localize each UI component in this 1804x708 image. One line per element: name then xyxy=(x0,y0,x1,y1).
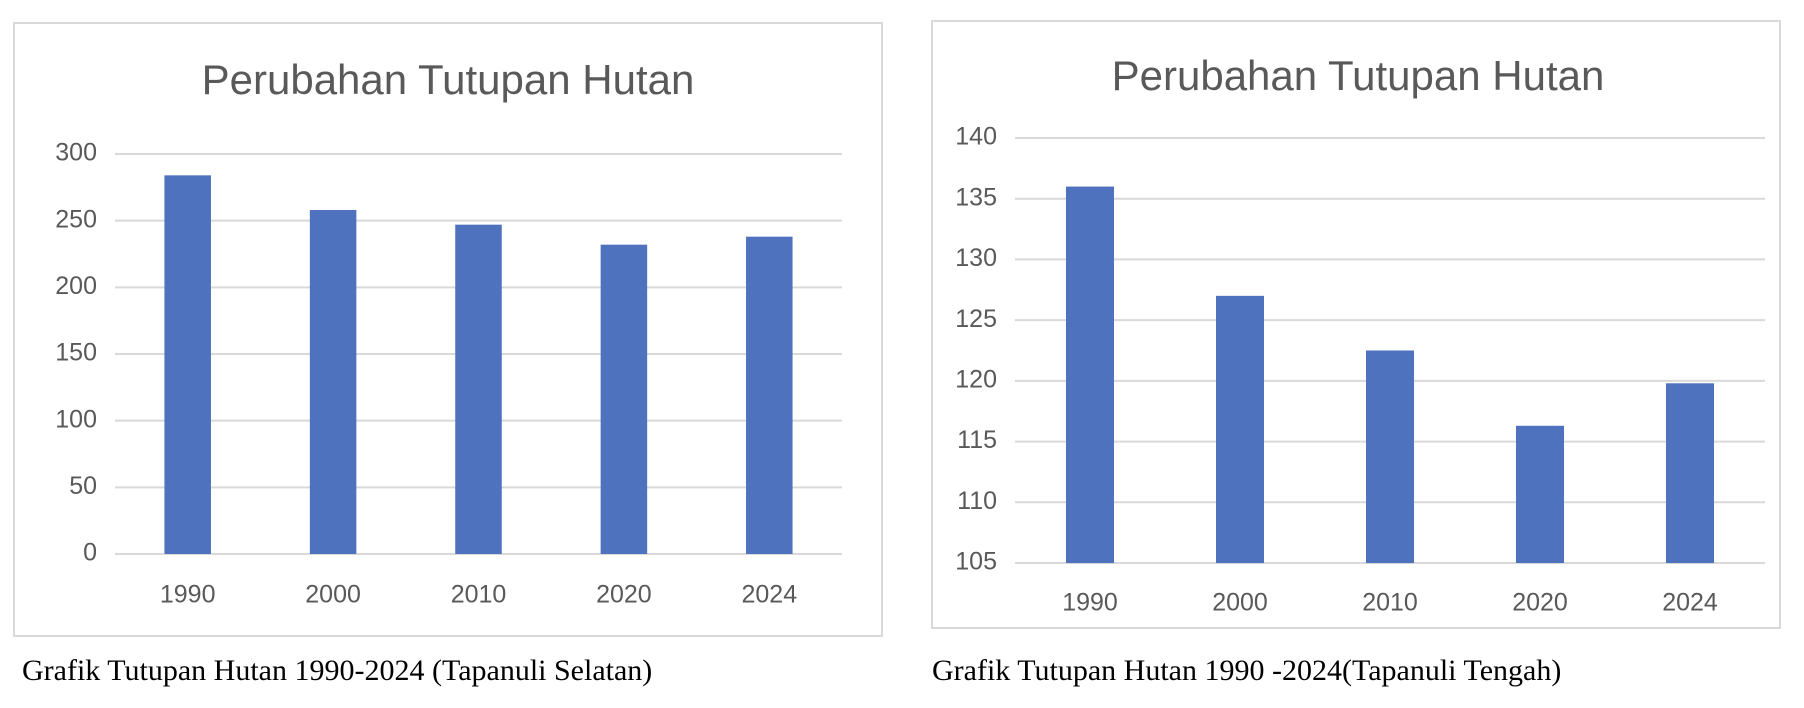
bar xyxy=(1216,295,1264,563)
chart-title: Perubahan Tutupan Hutan xyxy=(1112,52,1605,99)
x-tick-label: 2020 xyxy=(1512,589,1568,617)
chart-frame xyxy=(931,20,1781,629)
x-tick-label: 2024 xyxy=(1662,589,1718,617)
y-tick-label: 200 xyxy=(55,272,97,300)
bar xyxy=(600,244,648,554)
y-tick-label: 125 xyxy=(955,305,997,333)
bar xyxy=(1366,350,1414,563)
x-tick-label: 2000 xyxy=(305,581,361,609)
y-tick-label: 150 xyxy=(55,339,97,367)
chart-title: Perubahan Tutupan Hutan xyxy=(202,56,695,103)
x-tick-label: 1990 xyxy=(160,581,216,609)
y-tick-label: 115 xyxy=(957,426,997,454)
x-tick-label: 2020 xyxy=(596,581,652,609)
y-tick-label: 100 xyxy=(55,405,97,433)
x-tick-label: 2024 xyxy=(741,581,797,609)
bar xyxy=(1516,425,1564,563)
bar xyxy=(746,236,793,554)
y-tick-label: 0 xyxy=(83,539,97,567)
x-tick-label: 2000 xyxy=(1212,589,1268,617)
bar xyxy=(455,224,502,554)
y-tick-label: 135 xyxy=(955,183,997,211)
y-tick-label: 140 xyxy=(955,123,997,151)
x-tick-label: 2010 xyxy=(451,581,507,609)
y-tick-label: 105 xyxy=(955,548,997,576)
x-tick-label: 1990 xyxy=(1062,589,1118,617)
y-tick-label: 300 xyxy=(55,139,97,167)
caption: Grafik Tutupan Hutan 1990 -2024(Tapanuli… xyxy=(932,654,1561,687)
y-tick-label: 130 xyxy=(955,244,997,272)
chart-frame xyxy=(13,22,883,637)
caption: Grafik Tutupan Hutan 1990-2024 (Tapanuli… xyxy=(22,654,652,687)
bar xyxy=(309,210,357,554)
x-tick-label: 2010 xyxy=(1362,589,1418,617)
bar xyxy=(164,175,211,555)
bar xyxy=(1066,186,1114,564)
y-tick-label: 50 xyxy=(69,472,97,500)
y-tick-label: 110 xyxy=(957,487,997,515)
y-tick-label: 250 xyxy=(55,205,97,233)
bar xyxy=(1666,383,1714,563)
y-tick-label: 120 xyxy=(955,365,997,393)
